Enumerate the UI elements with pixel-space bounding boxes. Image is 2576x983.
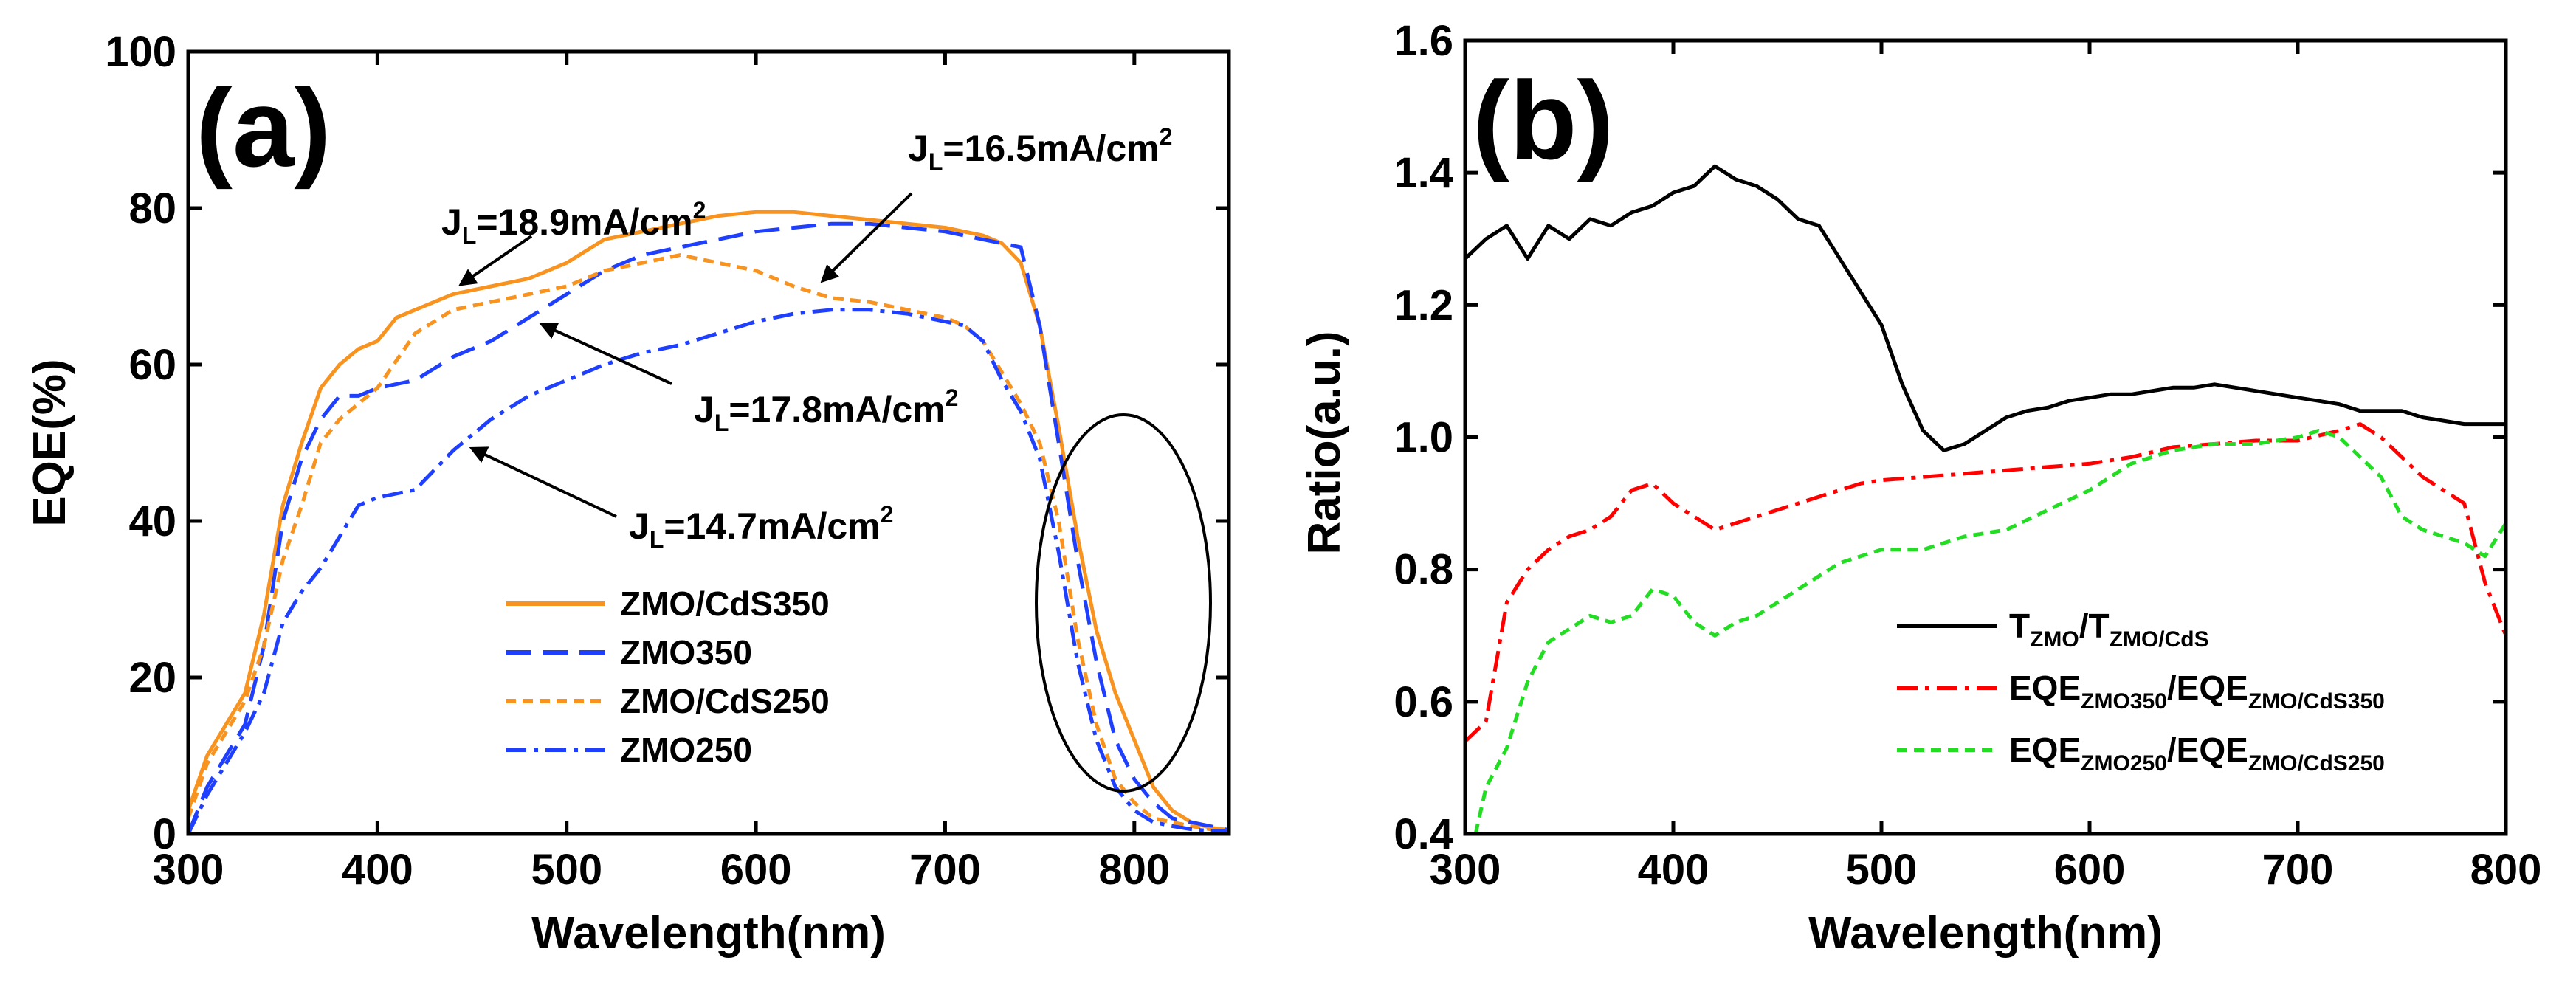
panel-b-x-tick-label: 500: [1846, 846, 1918, 894]
annotation-jl-17-8-sup: 2: [946, 384, 959, 411]
panel-b-y-tick-label: 1.2: [1394, 281, 1453, 329]
legend-eqe350-p1: EQE: [2009, 669, 2081, 707]
legend-label-eqe250-ratio: EQEZMO250/EQEZMO/CdS250: [2009, 731, 2385, 776]
annotation-jl-16-5-sub: L: [929, 148, 943, 175]
panel-a-series-line-4: [188, 308, 1229, 834]
panel-a-series-line-1: [188, 210, 1229, 832]
panel-b-series-line-3: [1473, 429, 2506, 834]
annotation-arrow-18-9: [458, 235, 533, 286]
legend-eqe250-s2: ZMO/CdS250: [2248, 751, 2385, 776]
annotation-jl-17-8: JL=17.8mA/cm2: [694, 384, 958, 436]
panel-a-y-tick-label: 80: [128, 184, 176, 232]
panel-a-y-tick-label: 20: [128, 654, 176, 702]
annotation-jl-14-7: JL=14.7mA/cm2: [629, 501, 893, 553]
panel-a-y-axis-title: EQE(%): [24, 359, 75, 526]
annotation-jl-17-8-sub: L: [714, 410, 729, 436]
annotation-jl-14-7-sub: L: [650, 526, 664, 553]
annotation-jl-14-7-value: =14.7mA/cm: [664, 506, 880, 547]
panel-b-y-tick-label: 1.6: [1394, 17, 1453, 65]
panel-a-ticks: 300 400 500 600 700 800 0 20 40 60 80 100: [105, 28, 1229, 894]
legend-label-zmo-cds250: ZMO/CdS250: [620, 682, 830, 720]
panel-b-x-tick-label: 800: [2470, 846, 2542, 894]
panel-a-series-line-2: [188, 221, 1229, 834]
annotation-jl-17-8-value: =17.8mA/cm: [729, 389, 945, 430]
panel-a-x-tick-label: 800: [1098, 846, 1170, 894]
panel-a-x-tick-label: 700: [909, 846, 981, 894]
panel-b-x-tick-label: 400: [1638, 846, 1709, 894]
annotation-jl-14-7-j: J: [629, 506, 650, 547]
panel-b-x-tick-label: 700: [2262, 846, 2334, 894]
panel-b-x-tick-label: 300: [1430, 846, 1501, 894]
legend-t-ratio-p1: T: [2009, 607, 2030, 645]
panel-a-y-tick-label: 100: [105, 28, 176, 76]
panel-a-x-tick-label: 300: [153, 846, 224, 894]
legend-label-t-ratio: TZMO/TZMO/CdS: [2009, 607, 2209, 652]
legend-label-zmo-cds350: ZMO/CdS350: [620, 584, 830, 623]
panel-a-highlight-ellipse: [1035, 413, 1212, 793]
annotation-jl-18-9-sup: 2: [693, 197, 706, 224]
annotation-jl-14-7-sup: 2: [881, 501, 894, 528]
annotation-jl-18-9-sub: L: [462, 222, 477, 249]
panel-b-y-tick-label: 0.6: [1394, 678, 1453, 726]
annotation-arrow-16-5: [820, 192, 913, 283]
panel-a-x-tick-label: 400: [342, 846, 413, 894]
panel-b-series-group: [1465, 164, 2506, 834]
panel-b-plot-frame: [1463, 38, 2508, 836]
annotation-jl-16-5-value: =16.5mA/cm: [943, 128, 1159, 169]
panel-b-series-line-2: [1465, 422, 2506, 743]
legend-eqe350-s1: ZMO350: [2081, 689, 2167, 714]
annotation-jl-18-9-j: J: [441, 201, 462, 243]
legend-label-zmo250: ZMO250: [620, 731, 752, 769]
panel-a-legend: ZMO/CdS350 ZMO350 ZMO/CdS250 ZMO250: [506, 584, 830, 769]
legend-t-ratio-s1: ZMO: [2030, 627, 2079, 652]
annotation-arrow-17-8: [539, 323, 672, 385]
panel-b: 300 400 500 600 700 8000.40.60.81.01.21.41.6 …: [1299, 17, 2541, 959]
legend-eqe350-s2: ZMO/CdS350: [2248, 689, 2385, 714]
panel-b-y-tick-label: 1.0: [1394, 414, 1453, 462]
legend-t-ratio-p2: /T: [2079, 607, 2110, 645]
panel-b-x-tick-label: 600: [2054, 846, 2126, 894]
legend-label-eqe350-ratio: EQEZMO350/EQEZMO/CdS350: [2009, 669, 2385, 714]
panel-a-y-tick-label: 0: [153, 810, 176, 858]
panel-a-label: (a): [196, 66, 331, 190]
annotation-jl-18-9: JL=18.9mA/cm2: [441, 197, 706, 249]
legend-eqe250-s1: ZMO250: [2081, 751, 2167, 776]
panel-a-y-tick-label: 40: [128, 497, 176, 545]
annotation-jl-16-5-j: J: [908, 128, 929, 169]
panel-b-y-tick-label: 0.4: [1394, 810, 1453, 858]
panel-b-y-tick-label: 0.8: [1394, 546, 1453, 594]
legend-eqe250-p1: EQE: [2009, 731, 2081, 769]
annotation-jl-17-8-j: J: [694, 389, 714, 430]
panel-b-ticks: 300 400 500 600 700 800 0.4 0.6 0.8 1.0 1.2 1.4 1.6: [1394, 17, 2541, 894]
annotation-jl-16-5: JL=16.5mA/cm2: [908, 123, 1172, 175]
panel-a-x-tick-label: 600: [720, 846, 792, 894]
panel-a-x-axis-title: Wavelength(nm): [531, 908, 886, 959]
legend-t-ratio-s2: ZMO/CdS: [2110, 627, 2209, 652]
panel-a-x-tick-label: 500: [531, 846, 602, 894]
legend-eqe350-p2: /EQE: [2167, 669, 2248, 707]
panel-b-series-line-1: [1465, 164, 2506, 452]
panel-b-legend: TZMO/TZMO/CdS EQEZMO350/EQEZMO/CdS350 EQ…: [1897, 607, 2385, 776]
panel-b-y-axis-title: Ratio(a.u.): [1299, 331, 1350, 554]
panel-a-series-line-3: [188, 253, 1229, 833]
legend-eqe250-p2: /EQE: [2167, 731, 2248, 769]
annotation-jl-18-9-value: =18.9mA/cm: [476, 201, 692, 243]
annotation-jl-16-5-sup: 2: [1160, 123, 1173, 150]
annotation-arrow-14-7: [469, 446, 617, 518]
panel-b-x-axis-title: Wavelength(nm): [1808, 908, 2163, 959]
panel-a-series-group: [188, 210, 1229, 834]
panel-b-y-tick-label: 1.4: [1394, 149, 1453, 197]
panel-b-label: (b): [1473, 58, 1614, 182]
panel-a-plot-frame: [186, 49, 1231, 836]
panel-a-y-tick-label: 60: [128, 341, 176, 389]
legend-label-zmo350: ZMO350: [620, 633, 752, 672]
